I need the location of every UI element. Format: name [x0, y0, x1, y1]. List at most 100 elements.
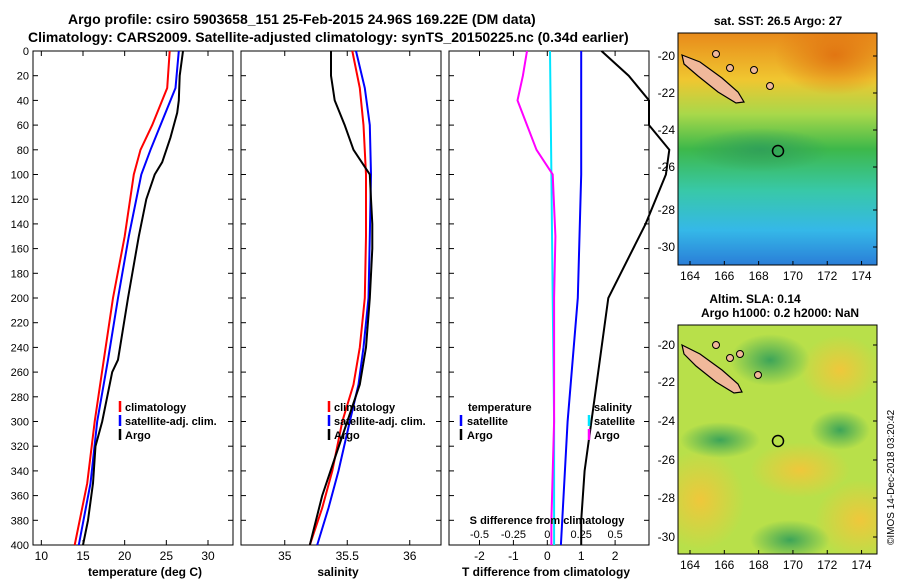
salinity-profile-panel: 35 35.5 36: [240, 50, 442, 563]
figure-title-line1: Argo profile: csiro 5903658_151 25-Feb-2…: [68, 11, 536, 27]
y-tick-label: 400: [11, 540, 29, 552]
temperature-profile-panel: 0 20 40 60 80 100 120 140 160 180 200 220 240 260 280 3…: [11, 46, 234, 563]
argo-position-marker: [771, 144, 785, 158]
y-tick-label: 220: [11, 318, 29, 330]
salinity-x-label: salinity: [317, 565, 359, 579]
series-line-t-argo: [580, 50, 671, 545]
x-tick-label: -1: [508, 549, 519, 563]
lon-tick-label: 168: [749, 269, 769, 283]
x-tick-label: 36: [403, 549, 417, 563]
y-tick-label: 80: [17, 145, 29, 157]
sla-map-axes: 164 166 168 170 172 174 -20 -22 -24 -26 -28 -30: [658, 338, 877, 572]
series-line-argo: [82, 50, 184, 546]
legend-label-satellite: satellite-adj. clim.: [125, 416, 217, 428]
lon-tick-label: 164: [680, 269, 700, 283]
legend-title-temperature: temperature: [468, 402, 532, 414]
sst-warm-patch: [775, 33, 877, 95]
sla-map-title-line1: Altim. SLA: 0.14: [709, 292, 801, 306]
imos-timestamp: ©IMOS 14-Dec-2018 03:20:42: [886, 409, 897, 545]
temperature-legend: climatology satellite-adj. clim. Argo: [118, 401, 217, 442]
loyalty-island: [754, 371, 762, 379]
temperature-x-label: temperature (deg C): [88, 565, 202, 579]
loyalty-island: [726, 64, 734, 72]
series-line-s-argo: [516, 50, 557, 545]
x-tick-label: 1: [578, 549, 585, 563]
series-line-satellite-adj-clim-: [77, 50, 180, 546]
difference-profile-panel: -2 -1 0 1 2 -0.5 -0.25 0 0.25 0.5: [448, 50, 671, 563]
lon-tick-label: 170: [783, 269, 803, 283]
lat-tick-label: -22: [658, 86, 676, 100]
legend-label-s-satellite: satellite: [594, 416, 635, 428]
series-line-climatology: [73, 50, 171, 546]
sla-green-patch: [680, 422, 760, 458]
sst-map-frame: [677, 32, 878, 266]
sla-map-title-line2: Argo h1000: 0.2 h2000: NaN: [701, 306, 859, 320]
series-line-t-satellite: [559, 51, 583, 546]
y-tick-label: 40: [17, 95, 29, 107]
x-tick-label: 35: [278, 549, 292, 563]
difference-x-label: T difference from climatology: [462, 565, 630, 579]
x-tick-label: 20: [118, 549, 132, 563]
y-tick-label: 380: [11, 515, 29, 527]
series-line-s-satellite: [549, 50, 556, 545]
s-tick-label: -0.5: [470, 529, 489, 541]
y-tick-label: 180: [11, 268, 29, 280]
x-tick-label: -2: [474, 549, 485, 563]
x-tick-label: 15: [76, 549, 90, 563]
plot-frame: [32, 50, 234, 546]
lon-tick-label: 166: [714, 558, 734, 572]
lat-tick-label: -28: [658, 491, 676, 505]
y-tick-label: 280: [11, 392, 29, 404]
y-tick-label: 240: [11, 342, 29, 354]
x-tick-label: 10: [35, 549, 49, 563]
lon-tick-label: 174: [852, 558, 872, 572]
s-tick-label: -0.25: [501, 529, 526, 541]
y-tick-label: 120: [11, 194, 29, 206]
lat-tick-label: -30: [658, 240, 676, 254]
sla-green-patch: [730, 334, 810, 386]
sst-green-patch: [690, 128, 830, 172]
lon-tick-label: 168: [749, 558, 769, 572]
salinity-legend: climatology satellite-adj. clim. Argo: [327, 401, 426, 442]
new-caledonia-landmass: [681, 343, 743, 394]
lon-tick-label: 174: [852, 269, 872, 283]
plot-frame: [240, 50, 442, 546]
plot-frame: [448, 50, 650, 546]
x-tick-label: 25: [160, 549, 174, 563]
sla-yellow-patch: [678, 450, 745, 550]
series-line-climatology: [308, 50, 367, 546]
sst-map: [678, 33, 877, 265]
y-tick-label: 0: [23, 46, 29, 58]
y-tick-label: 320: [11, 441, 29, 453]
s-tick-label: 0.5: [607, 529, 622, 541]
figure-title-line2: Climatology: CARS2009. Satellite-adjuste…: [28, 29, 629, 45]
sst-map-title: sat. SST: 26.5 Argo: 27: [714, 14, 843, 28]
difference-top-x-label: S difference from climatology: [470, 515, 626, 527]
new-caledonia-landmass: [681, 54, 745, 104]
x-tick-label: 2: [612, 549, 619, 563]
lat-tick-label: -24: [658, 414, 676, 428]
lat-tick-label: -20: [658, 338, 676, 352]
y-tick-label: 160: [11, 244, 29, 256]
series-line-argo: [308, 51, 374, 546]
lat-tick-label: -22: [658, 375, 676, 389]
loyalty-island: [766, 82, 774, 90]
series-line-satellite-adj-clim-: [316, 50, 373, 546]
loyalty-island: [712, 50, 720, 58]
legend-label-satellite: satellite-adj. clim.: [334, 416, 426, 428]
y-tick-label: 20: [17, 71, 29, 83]
legend-label-s-argo: Argo: [594, 430, 620, 442]
x-tick-label: 30: [201, 549, 215, 563]
difference-legend-salinity: salinity satellite Argo: [587, 402, 635, 442]
lat-tick-label: -28: [658, 203, 676, 217]
sla-yellow-patch: [750, 442, 850, 498]
s-tick-label: 0: [544, 529, 550, 541]
argo-position-marker: [771, 434, 785, 448]
sla-green-patch: [810, 410, 870, 450]
loyalty-island: [736, 350, 744, 358]
legend-label-t-argo: Argo: [467, 430, 493, 442]
sst-map-axes: 164 166 168 170 172 174 -20 -22 -24 -26 -28 -30: [658, 49, 877, 283]
lon-tick-label: 164: [680, 558, 700, 572]
sla-green-patch: [750, 520, 830, 554]
y-tick-label: 340: [11, 466, 29, 478]
